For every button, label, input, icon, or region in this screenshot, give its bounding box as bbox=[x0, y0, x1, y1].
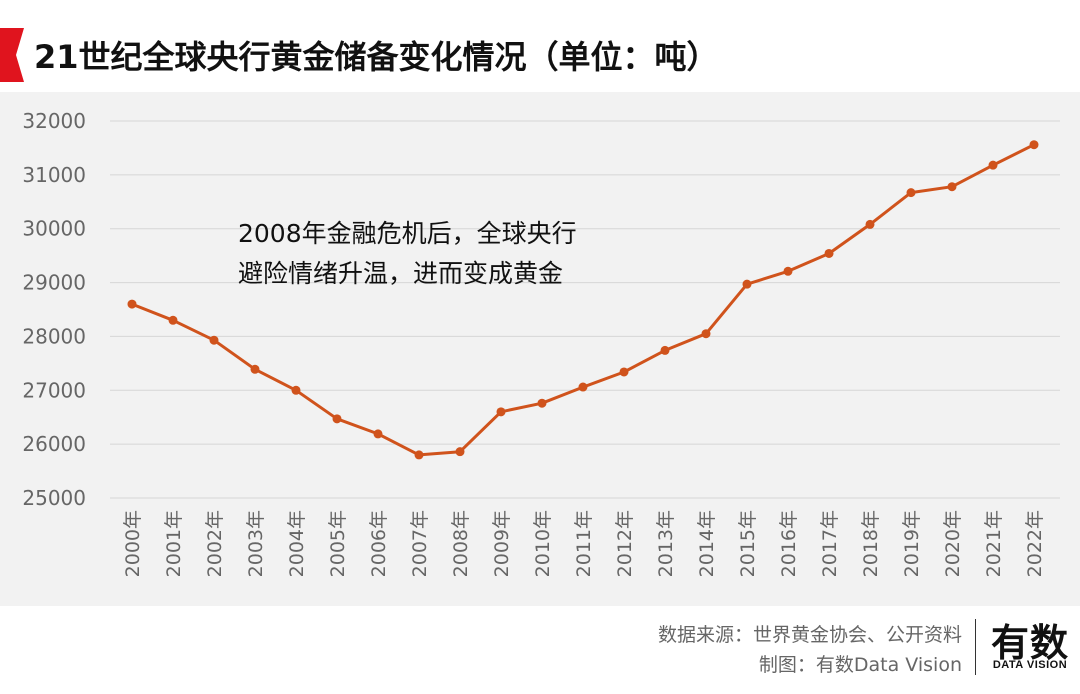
data-point bbox=[496, 407, 506, 417]
x-tick-label: 2002年 bbox=[204, 510, 226, 577]
data-point bbox=[127, 299, 137, 309]
data-point bbox=[988, 160, 998, 170]
data-point bbox=[414, 450, 424, 460]
data-point bbox=[455, 447, 465, 457]
x-tick-label: 2009年 bbox=[491, 510, 513, 577]
logo-subtitle: DATA VISION bbox=[992, 659, 1068, 671]
x-tick-label: 2019年 bbox=[901, 510, 923, 577]
x-tick-label: 2017年 bbox=[819, 510, 841, 577]
data-point bbox=[373, 429, 383, 439]
y-tick-label: 28000 bbox=[22, 324, 86, 348]
x-tick-label: 2012年 bbox=[614, 510, 636, 577]
data-point bbox=[291, 385, 301, 395]
x-tick-label: 2021年 bbox=[983, 510, 1005, 577]
page-title: 21世纪全球央行黄金储备变化情况（单位：吨） bbox=[34, 38, 719, 76]
data-point bbox=[701, 329, 711, 339]
chart-annotation: 避险情绪升温，进而变成黄金 bbox=[238, 259, 563, 288]
data-point bbox=[578, 382, 588, 392]
y-tick-label: 29000 bbox=[22, 271, 86, 295]
chart-annotation: 2008年金融危机后，全球央行 bbox=[238, 219, 577, 248]
x-tick-label: 2005年 bbox=[327, 510, 349, 577]
data-point bbox=[783, 266, 793, 276]
line-chart: 32000 31000 30000 29000 28000 27000 26000 25000… bbox=[22, 109, 1060, 577]
data-point bbox=[537, 398, 547, 408]
y-tick-label: 27000 bbox=[22, 378, 86, 402]
y-tick-label: 30000 bbox=[22, 217, 86, 241]
x-tick-label: 2016年 bbox=[778, 510, 800, 577]
x-tick-label: 2022年 bbox=[1024, 510, 1046, 577]
data-point bbox=[906, 188, 916, 198]
chart-area: 32000 31000 30000 29000 28000 27000 26000 25000… bbox=[0, 92, 1080, 606]
data-point bbox=[209, 335, 219, 345]
x-tick-label: 2003年 bbox=[245, 510, 267, 577]
x-tick-label: 2004年 bbox=[286, 510, 308, 577]
y-tick-label: 32000 bbox=[22, 109, 86, 133]
footer-divider bbox=[975, 619, 976, 675]
x-tick-label: 2008年 bbox=[450, 510, 472, 577]
data-point bbox=[947, 182, 957, 192]
data-point bbox=[742, 279, 752, 289]
y-tick-label: 31000 bbox=[22, 163, 86, 187]
x-tick-label: 2015年 bbox=[737, 510, 759, 577]
x-tick-label: 2011年 bbox=[573, 510, 595, 577]
data-point bbox=[619, 367, 629, 377]
data-point bbox=[1029, 140, 1039, 150]
x-tick-label: 2020年 bbox=[942, 510, 964, 577]
title-accent-bar bbox=[0, 28, 24, 82]
x-tick-label: 2000年 bbox=[122, 510, 144, 577]
x-tick-label: 2018年 bbox=[860, 510, 882, 577]
x-tick-label: 2010年 bbox=[532, 510, 554, 577]
credit-text: 制图：有数Data Vision bbox=[758, 654, 962, 676]
x-tick-label: 2013年 bbox=[655, 510, 677, 577]
data-point bbox=[332, 414, 342, 424]
logo: 有数 bbox=[990, 621, 1069, 665]
source-text: 数据来源：世界黄金协会、公开资料 bbox=[657, 624, 962, 646]
footer-source: 数据来源：世界黄金协会、公开资料 制图：有数Data Vision bbox=[658, 620, 962, 680]
series-line bbox=[131, 143, 1035, 457]
y-tick-label: 25000 bbox=[22, 486, 86, 510]
data-point bbox=[824, 248, 834, 258]
y-tick-label: 26000 bbox=[22, 432, 86, 456]
data-point bbox=[168, 315, 178, 325]
x-tick-label: 2001年 bbox=[163, 510, 185, 577]
data-point bbox=[865, 219, 875, 229]
x-tick-label: 2014年 bbox=[696, 510, 718, 577]
data-point bbox=[250, 364, 260, 374]
x-tick-label: 2007年 bbox=[409, 510, 431, 577]
x-tick-label: 2006年 bbox=[368, 510, 390, 577]
data-point bbox=[660, 345, 670, 355]
